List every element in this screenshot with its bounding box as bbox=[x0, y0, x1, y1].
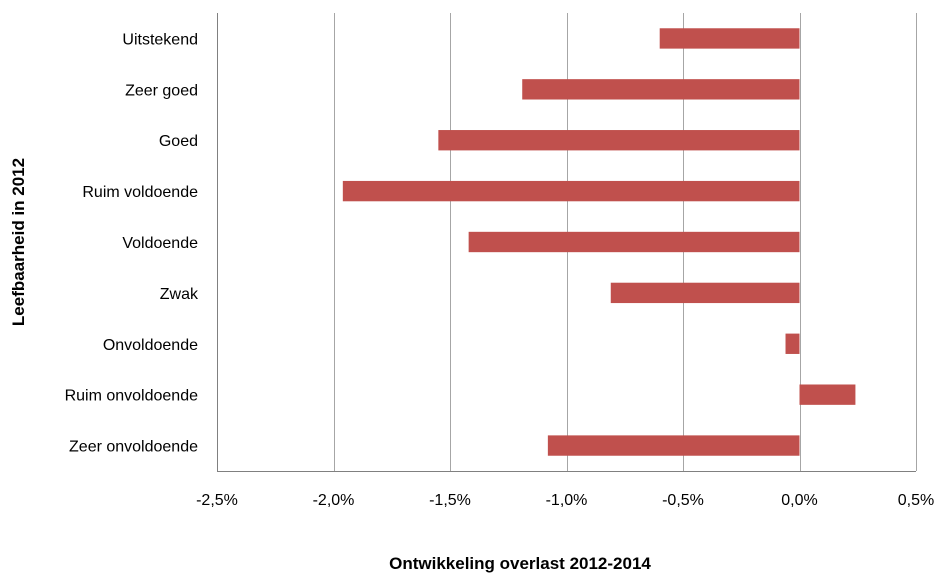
bars bbox=[342, 28, 856, 456]
category-label-0: Uitstekend bbox=[122, 31, 198, 48]
bar-5 bbox=[610, 282, 800, 304]
x-axis-title: Ontwikkeling overlast 2012-2014 bbox=[389, 554, 651, 573]
x-tick-label-4: -0,5% bbox=[662, 492, 704, 509]
bar-1 bbox=[522, 79, 800, 100]
category-label-7: Ruim onvoldoende bbox=[65, 388, 199, 405]
bar-7 bbox=[799, 384, 856, 405]
y-axis-title: Leefbaarheid in 2012 bbox=[9, 158, 28, 326]
category-label-1: Zeer goed bbox=[125, 82, 198, 99]
category-label-5: Zwak bbox=[160, 286, 199, 303]
bar-6 bbox=[785, 333, 800, 354]
x-tick-label-1: -2,0% bbox=[313, 492, 355, 509]
x-tick-label-2: -1,5% bbox=[429, 492, 471, 509]
bar-4 bbox=[468, 231, 800, 253]
category-label-3: Ruim voldoende bbox=[82, 184, 198, 201]
x-tick-label-0: -2,5% bbox=[196, 492, 238, 509]
bar-2 bbox=[438, 130, 800, 151]
bar-8 bbox=[547, 435, 800, 456]
category-label-4: Voldoende bbox=[122, 235, 198, 252]
category-label-6: Onvoldoende bbox=[103, 337, 198, 354]
bar-0 bbox=[659, 28, 800, 49]
x-tick-label-6: 0,5% bbox=[898, 492, 934, 509]
category-label-8: Zeer onvoldoende bbox=[69, 439, 198, 456]
x-tick-labels: -2,5% -2,0% -1,5% -1,0% -0,5% 0,0% 0,5% bbox=[196, 492, 934, 509]
category-label-2: Goed bbox=[159, 133, 198, 150]
x-tick-label-3: -1,0% bbox=[546, 492, 588, 509]
category-labels: Uitstekend Zeer goed Goed Ruim voldoende Vol… bbox=[65, 31, 199, 455]
bar-3 bbox=[342, 180, 800, 202]
x-tick-label-5: 0,0% bbox=[781, 492, 817, 509]
